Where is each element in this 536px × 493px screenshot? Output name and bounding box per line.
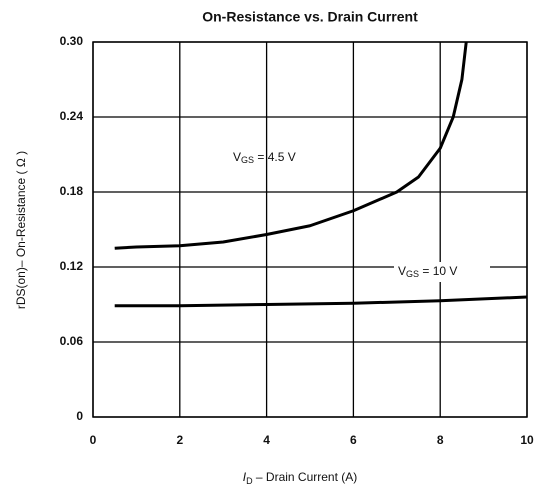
x-axis-label: ID – Drain Current (A) [243,470,358,486]
x-label-base: I [243,470,247,484]
annotation-text: = 4.5 V [254,150,296,164]
x-tick-label: 6 [350,433,357,447]
annotation: VGS = 4.5 V [233,150,296,165]
y-tick-label: 0.18 [60,184,84,198]
annotation-base: V [233,150,241,164]
y-tick-label: 0.06 [60,334,84,348]
y-tick-label: 0 [76,409,83,423]
plot-frame [92,41,528,418]
x-label-text: – Drain Current (A) [253,470,358,484]
y-tick-label: 0.24 [60,109,84,123]
y-tick-label: 0.30 [60,34,84,48]
x-tick-label: 10 [520,433,534,447]
annotation-text: = 10 V [419,264,457,278]
series-line [114,295,528,308]
x-tick-label: 4 [263,433,270,447]
y-axis-label: rDS(on)– On-Resistance ( Ω ) [14,151,28,309]
x-label-sub: D [246,476,253,486]
chart-title: On-Resistance vs. Drain Current [202,9,418,25]
x-tick-label: 8 [437,433,444,447]
annotation-bg [394,262,490,282]
annotation: VGS = 10 V [398,264,457,279]
annotation-sub: GS [406,269,419,279]
annotation-sub: GS [241,155,254,165]
x-tick-label: 2 [176,433,183,447]
series-line [114,41,468,250]
y-tick-label: 0.12 [60,259,84,273]
x-tick-label: 0 [90,433,97,447]
annotation-base: V [398,264,406,278]
